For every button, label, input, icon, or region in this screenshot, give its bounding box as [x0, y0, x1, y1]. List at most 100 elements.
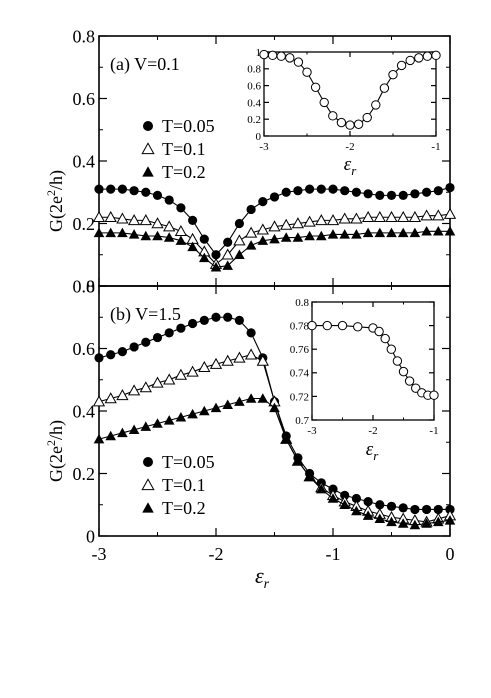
data-point-1	[221, 354, 234, 366]
data-point-0	[188, 318, 198, 329]
data-point-1	[373, 210, 386, 222]
data-point-0	[388, 69, 398, 80]
data-point-2	[409, 227, 421, 238]
data-point-2	[421, 518, 432, 528]
data-point-0	[336, 117, 347, 128]
data-point-2	[386, 516, 397, 527]
inset-a-axes: 0 0.2 0.4 0.6 0.8 1 -3 -2 -1	[247, 47, 440, 153]
data-point-0	[351, 493, 361, 504]
data-point-0	[380, 333, 390, 344]
y-tick-label: 0	[86, 526, 95, 546]
y-tick-label: 0.6	[247, 80, 261, 92]
data-point-0	[285, 53, 295, 63]
data-point-0	[328, 184, 338, 194]
panel-b-axes: 0 0.2 0.4 0.6 0.8 -3 -2 -1 0	[73, 276, 455, 564]
data-point-1	[174, 368, 188, 380]
data-point-0	[319, 97, 329, 108]
y-tick-label: 0.8	[295, 297, 309, 309]
data-point-1	[244, 348, 258, 360]
data-point-0	[410, 504, 420, 515]
data-point-0	[293, 186, 303, 196]
data-point-2	[304, 230, 315, 241]
data-point-0	[176, 203, 186, 213]
data-point-0	[152, 190, 163, 200]
data-point-2	[444, 226, 456, 236]
data-point-0	[433, 186, 443, 196]
data-point-2	[257, 393, 269, 403]
inset-a-xlabel: εr	[344, 154, 358, 178]
data-point-1	[198, 360, 211, 372]
data-point-2	[199, 405, 210, 416]
legend-a-item-1: T=0.1	[141, 139, 206, 159]
panel-a-axes: 0 0.2 0.4 0.6 0.8	[73, 26, 451, 296]
data-point-2	[245, 393, 257, 403]
data-point-0	[316, 184, 326, 194]
data-point-2	[163, 415, 175, 425]
data-point-1	[350, 212, 363, 224]
data-point-0	[363, 497, 373, 507]
legend-marker	[141, 478, 155, 491]
data-point-1	[443, 207, 457, 219]
x-tick-label: -2	[209, 544, 224, 564]
data-point-2	[257, 235, 269, 245]
data-point-2	[433, 516, 444, 527]
data-point-0	[211, 250, 221, 260]
data-point-2	[386, 227, 397, 238]
data-point-0	[411, 383, 421, 393]
data-point-2	[210, 402, 222, 413]
data-point-1	[326, 214, 340, 226]
data-point-1	[92, 395, 106, 407]
data-point-0	[375, 500, 385, 510]
data-point-2	[140, 230, 152, 241]
data-point-2	[269, 233, 280, 244]
data-point-1	[116, 212, 129, 224]
y-tick-label: 0	[256, 131, 262, 143]
y-tick-label: 0.72	[290, 391, 309, 403]
inset-b-xlabel: εr	[366, 439, 380, 463]
data-point-1	[420, 209, 433, 221]
legend-label: T=0.05	[162, 452, 215, 472]
data-point-0	[328, 111, 338, 121]
data-point-1	[315, 214, 328, 226]
data-point-0	[199, 234, 209, 244]
data-point-2	[187, 408, 198, 419]
data-point-2	[128, 424, 140, 434]
data-point-0	[322, 320, 332, 331]
data-point-0	[422, 51, 433, 61]
data-point-1	[385, 210, 398, 222]
inset-b-frame	[311, 301, 435, 421]
data-point-0	[302, 67, 312, 77]
data-point-0	[234, 218, 244, 229]
data-point-0	[246, 328, 256, 338]
data-point-0	[188, 215, 198, 225]
panel-b-legend: T=0.05 T=0.1 T=0.2	[141, 452, 215, 518]
x-tick-label: -3	[307, 425, 317, 437]
data-point-0	[431, 50, 441, 61]
data-point-0	[396, 60, 407, 71]
data-point-0	[353, 119, 364, 129]
data-point-2	[397, 518, 409, 528]
data-point-1	[338, 212, 351, 224]
legend-b-item-2: T=0.2	[142, 498, 206, 518]
data-point-0	[94, 353, 104, 363]
data-point-0	[106, 184, 116, 194]
data-point-0	[337, 320, 348, 331]
panel-b-ylabel: G(2e2/h)	[44, 420, 67, 482]
data-point-2	[117, 427, 128, 438]
data-point-0	[445, 182, 455, 193]
data-point-0	[362, 112, 372, 123]
data-point-0	[305, 184, 315, 194]
data-point-2	[93, 227, 105, 238]
data-point-0	[429, 390, 439, 400]
data-point-0	[199, 315, 209, 325]
data-point-2	[421, 226, 432, 236]
data-point-1	[104, 392, 117, 404]
data-point-1	[233, 351, 246, 363]
data-point-2	[245, 240, 257, 250]
data-point-1	[139, 214, 152, 226]
x-tick-label: -2	[368, 425, 377, 437]
data-point-0	[106, 350, 116, 360]
data-point-2	[316, 230, 327, 241]
legend-marker	[141, 142, 155, 155]
panel-a-series	[92, 182, 457, 272]
